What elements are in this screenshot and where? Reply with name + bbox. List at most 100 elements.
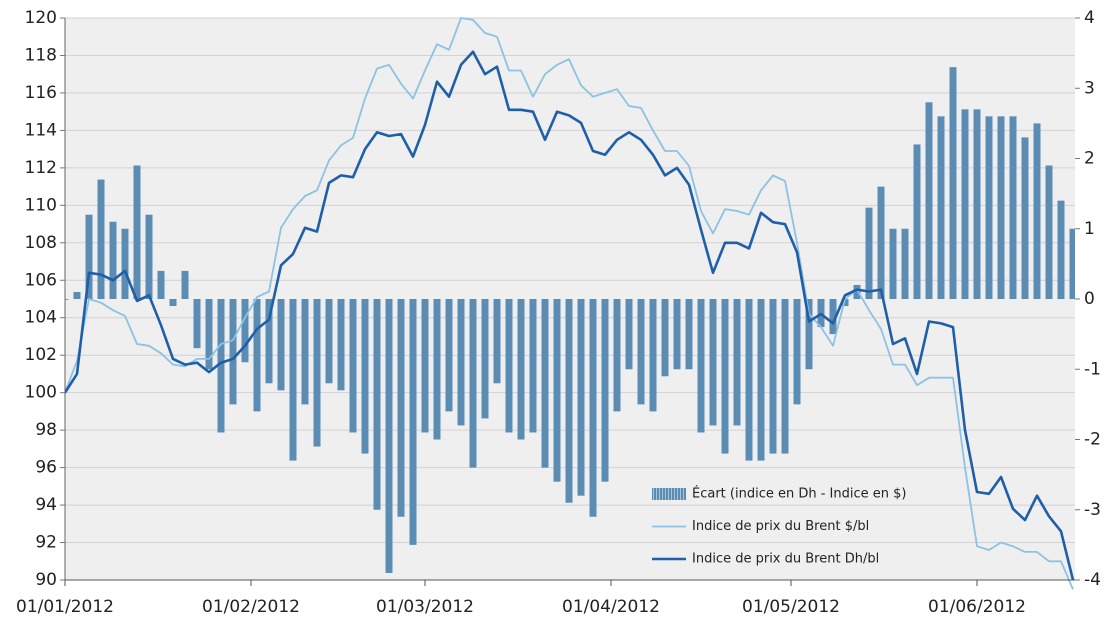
bar — [169, 299, 177, 307]
bar — [277, 299, 285, 391]
bar — [457, 299, 465, 426]
y2-tick-label: -3 — [1084, 500, 1101, 520]
legend: Écart (indice en Dh - Indice en $) Indice… — [652, 486, 906, 567]
bar — [637, 299, 645, 405]
bar — [1069, 228, 1075, 299]
y-tick-label: 96 — [35, 458, 57, 478]
bar — [985, 116, 993, 299]
y-tick-label: 102 — [25, 345, 57, 365]
bar — [289, 299, 297, 461]
y-tick-label: 120 — [25, 8, 57, 28]
legend-swatch — [652, 488, 686, 500]
bar — [793, 299, 801, 405]
legend-label: Écart (indice en Dh - Indice en $) — [692, 486, 906, 502]
bar — [421, 299, 429, 433]
y-tick-label: 94 — [35, 495, 57, 515]
bar — [65, 299, 69, 300]
bar — [109, 221, 117, 299]
bar — [193, 299, 201, 349]
bar — [613, 299, 621, 412]
bar — [577, 299, 585, 496]
bar — [529, 299, 537, 433]
bar — [337, 299, 345, 391]
x-tick-label: 01/01/2012 — [16, 597, 114, 617]
bar — [157, 270, 165, 299]
bar — [601, 299, 609, 482]
y-tick-label: 110 — [25, 195, 57, 215]
line-series — [65, 50, 1075, 581]
bar — [241, 299, 249, 363]
legend-label: Indice de prix du Brent $/bl — [692, 519, 869, 534]
y2-tick-label: 3 — [1084, 78, 1095, 98]
bar — [757, 299, 765, 461]
y2-tick-label: 4 — [1084, 8, 1095, 28]
y2-tick-label: 1 — [1084, 219, 1095, 239]
y2-tick-label: -4 — [1084, 570, 1101, 590]
bar — [925, 102, 933, 299]
bar — [1045, 165, 1053, 299]
bar — [313, 299, 321, 447]
bar — [805, 299, 813, 370]
x-tick-label: 01/04/2012 — [562, 597, 660, 617]
bar — [85, 214, 93, 299]
bar — [445, 299, 453, 412]
bar — [661, 299, 669, 377]
bar — [829, 299, 837, 335]
axes: 9092949698100102104106108110112114116118… — [16, 8, 1101, 617]
bar — [217, 299, 225, 433]
bar — [901, 228, 909, 299]
bar — [325, 299, 333, 384]
bar — [469, 299, 477, 468]
bar — [361, 299, 369, 454]
bar — [733, 299, 741, 426]
y-tick-label: 100 — [25, 383, 57, 403]
lines — [65, 17, 1075, 590]
y2-tick-label: -2 — [1084, 430, 1101, 450]
bar — [685, 299, 693, 370]
bar — [1021, 137, 1029, 299]
bar — [673, 299, 681, 370]
bar — [541, 299, 549, 468]
bar — [961, 109, 969, 299]
bar — [397, 299, 405, 517]
bar — [253, 299, 261, 412]
bar — [229, 299, 237, 405]
bar — [385, 299, 393, 573]
y-tick-label: 92 — [35, 533, 57, 553]
bar — [877, 186, 885, 299]
bar — [721, 299, 729, 454]
bar — [349, 299, 357, 433]
bar — [1033, 123, 1041, 299]
bar — [121, 228, 129, 299]
bar — [1057, 200, 1065, 299]
bar — [889, 228, 897, 299]
bar — [865, 207, 873, 299]
bar — [481, 299, 489, 419]
bar — [97, 179, 105, 299]
bar — [937, 116, 945, 299]
bar — [301, 299, 309, 405]
bar — [145, 214, 153, 299]
bar — [697, 299, 705, 433]
y2-tick-label: 0 — [1084, 289, 1095, 309]
bar — [505, 299, 513, 433]
legend-label: Indice de prix du Brent Dh/bl — [692, 552, 879, 567]
bar — [853, 284, 861, 299]
bars — [65, 67, 1075, 573]
bar — [133, 165, 141, 299]
y-tick-label: 98 — [35, 420, 57, 440]
bar — [517, 299, 525, 440]
y-tick-label: 118 — [25, 45, 57, 65]
line-series — [65, 17, 1074, 590]
bar — [565, 299, 573, 503]
bar — [997, 116, 1005, 299]
bar — [493, 299, 501, 384]
y-tick-label: 106 — [25, 270, 57, 290]
bar — [265, 299, 273, 384]
x-tick-label: 01/02/2012 — [202, 597, 300, 617]
bar — [913, 144, 921, 299]
y-tick-label: 104 — [25, 308, 57, 328]
bar — [205, 299, 213, 370]
bar — [949, 67, 957, 299]
